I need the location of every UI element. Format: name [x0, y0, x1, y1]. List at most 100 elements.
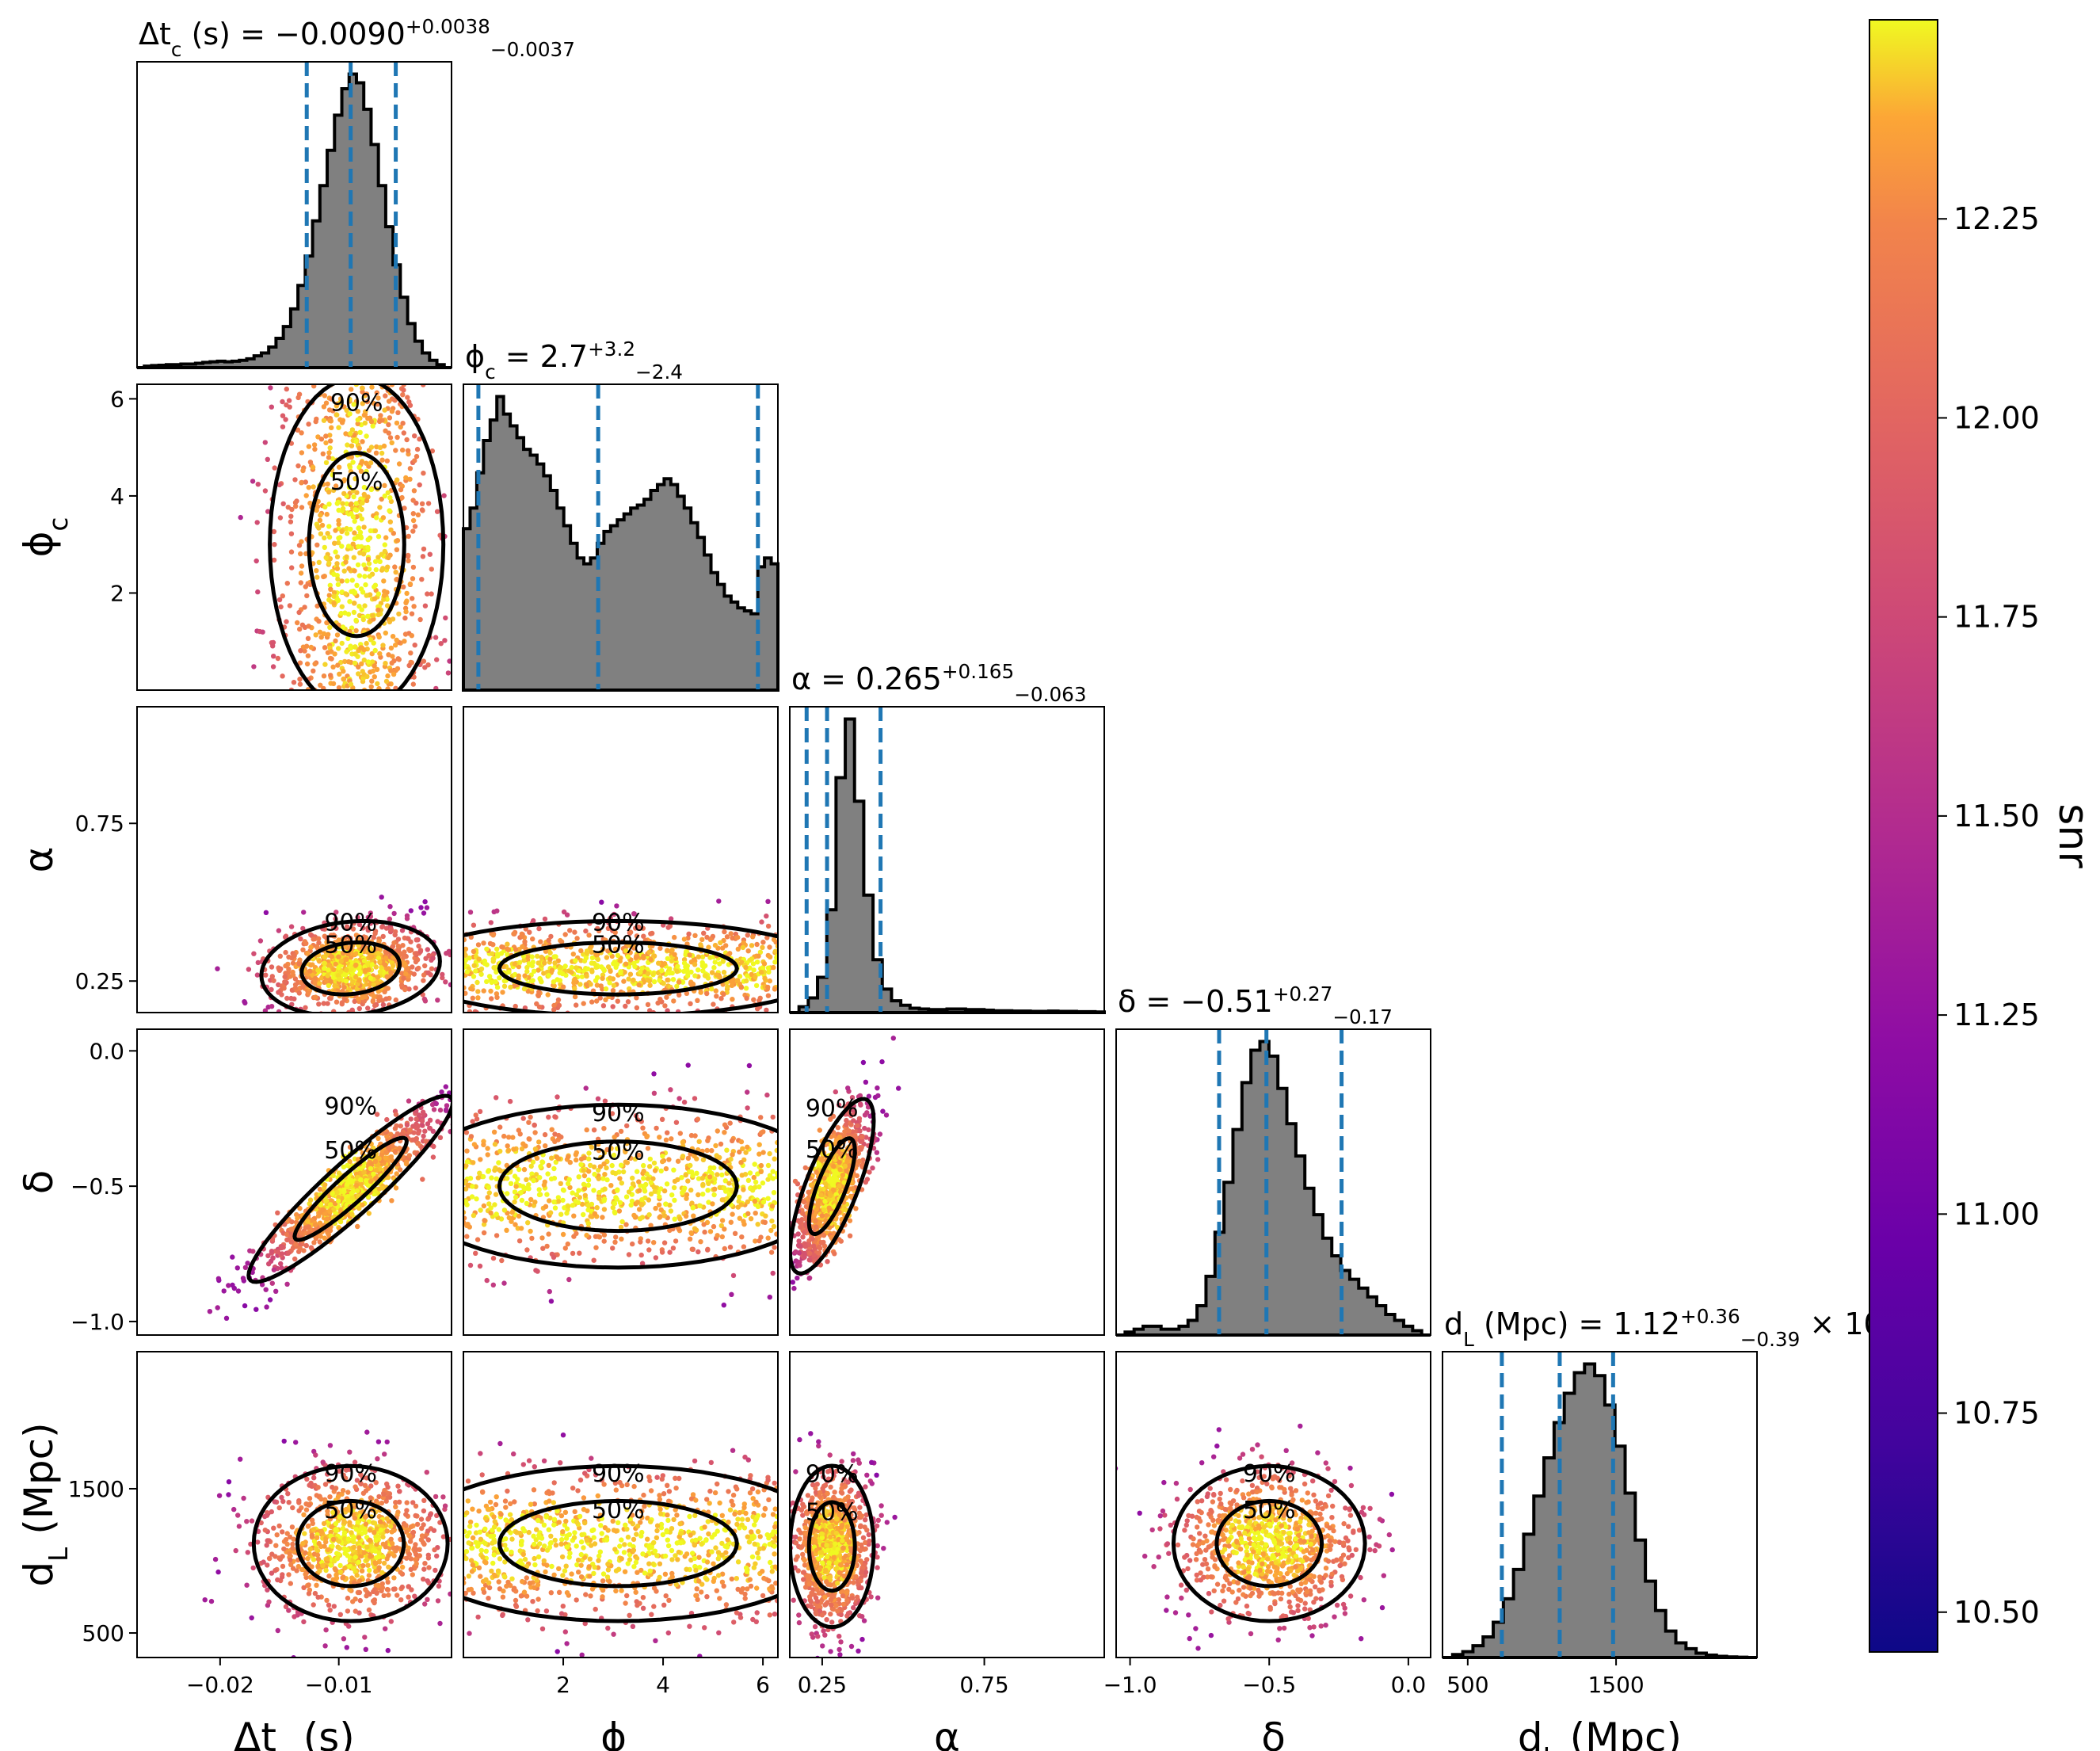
scatter-point	[770, 1169, 776, 1174]
scatter-point	[721, 1303, 726, 1308]
scatter-point	[385, 686, 391, 690]
scatter-point	[772, 1245, 777, 1250]
scatter-point	[555, 1195, 562, 1200]
scatter-point	[485, 1152, 490, 1158]
scatter-point	[562, 1246, 568, 1251]
scatter-point	[387, 495, 393, 501]
scatter-point	[375, 955, 382, 961]
scatter-point	[472, 1079, 477, 1084]
scatter-point	[348, 681, 354, 687]
scatter-point	[353, 975, 359, 980]
scatter-point	[408, 908, 414, 914]
scatter-point	[365, 1005, 371, 1011]
scatter-point	[361, 934, 367, 940]
scatter-point	[301, 910, 307, 915]
scatter-point	[364, 498, 370, 504]
scatter-point	[311, 937, 316, 942]
contour-label: 90%	[592, 1100, 645, 1127]
hist-panel-dtc: Δtc (s) = −0.0090+0.0038−0.0037	[136, 15, 575, 369]
scatter-point	[383, 535, 389, 540]
scatter-point	[661, 981, 666, 986]
scatter-point	[406, 662, 412, 669]
scatter-point	[359, 516, 364, 522]
scatter-point	[675, 1009, 681, 1013]
scatter-point	[389, 1198, 394, 1204]
scatter-point	[624, 1123, 630, 1129]
scatter-point	[361, 1169, 367, 1175]
scatter-point	[658, 1023, 663, 1028]
scatter-point	[463, 1215, 467, 1221]
scatter-point	[505, 1143, 510, 1149]
scatter-point	[341, 478, 347, 484]
scatter-point	[423, 1139, 429, 1144]
scatter-point	[387, 415, 393, 421]
scatter-point	[331, 967, 337, 973]
scatter-point	[322, 1182, 328, 1188]
scatter-point	[762, 1219, 768, 1226]
scatter-point	[671, 1184, 677, 1191]
scatter-point	[730, 1211, 735, 1217]
scatter-point	[764, 1007, 769, 1013]
scatter-point	[352, 998, 357, 1005]
scatter-point	[305, 951, 311, 956]
scatter-point	[469, 1194, 475, 1200]
scatter-point	[339, 640, 345, 647]
scatter-point	[538, 1032, 543, 1037]
scatter-point	[368, 955, 374, 960]
scatter-point	[372, 582, 379, 588]
scatter-point	[312, 975, 318, 982]
scatter-point	[336, 540, 341, 546]
hist-title-alpha: α = 0.265+0.165−0.063	[791, 660, 1087, 706]
scatter-point	[326, 631, 331, 637]
scatter-point	[753, 982, 760, 989]
scatter-point	[326, 560, 332, 566]
histogram-alpha	[790, 717, 1106, 1014]
scatter-point	[360, 439, 365, 444]
scatter-point	[378, 413, 383, 418]
scatter-point	[481, 940, 486, 946]
scatter-point	[333, 910, 339, 915]
scatter-point	[303, 1005, 308, 1011]
scatter-point	[574, 1157, 579, 1163]
scatter-point	[337, 976, 342, 982]
scatter-point	[347, 1144, 353, 1150]
scatter-point	[579, 1201, 585, 1207]
scatter-point	[359, 661, 364, 666]
scatter-point	[320, 451, 326, 456]
scatter-point	[417, 948, 423, 955]
scatter-point	[385, 564, 391, 570]
scatter-point	[307, 968, 313, 974]
scatter-point	[524, 1247, 530, 1253]
scatter-point	[665, 956, 670, 962]
scatter-point	[669, 948, 675, 953]
scatter-point	[698, 942, 703, 948]
scatter-point	[635, 1169, 640, 1174]
scatter-point	[513, 947, 519, 952]
contour-50%	[497, 1139, 739, 1234]
scatter-point	[317, 1186, 323, 1192]
hist-title-delta: δ = −0.51+0.27−0.17	[1118, 982, 1393, 1028]
scatter-point	[774, 1231, 778, 1237]
scatter-point	[674, 983, 680, 990]
scatter-point	[407, 1127, 413, 1133]
scatter-point	[712, 942, 718, 948]
scatter-point	[631, 911, 637, 917]
scatter-point	[721, 1185, 727, 1191]
scatter-point	[322, 535, 327, 541]
scatter-point	[268, 385, 273, 391]
scatter-point	[506, 1215, 512, 1221]
scatter-point	[305, 1219, 311, 1224]
scatter-point	[704, 1147, 710, 1154]
scatter-point	[292, 1256, 298, 1262]
scatter-point	[364, 1019, 368, 1024]
scatter-point	[464, 1148, 470, 1154]
scatter-point	[435, 998, 440, 1003]
scatter-point	[753, 1179, 759, 1185]
scatter-point	[612, 1239, 618, 1246]
scatter-point	[521, 986, 528, 992]
scatter-point	[385, 673, 391, 679]
scatter-point	[668, 1208, 674, 1214]
scatter-point	[288, 531, 295, 536]
scatter-point	[493, 1192, 499, 1197]
scatter-point	[297, 681, 303, 687]
